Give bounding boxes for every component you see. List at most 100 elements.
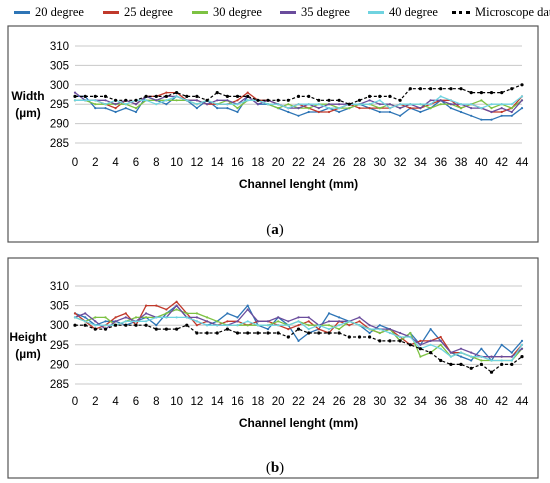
chart-a-point-35-degree-43 [510, 110, 513, 114]
chart-b-point-microscope-data-12 [195, 331, 199, 335]
chart-a-point-25-degree-28 [358, 107, 361, 110]
chart-a-point-microscope-data-35 [429, 87, 433, 91]
chart-a-point-microscope-data-15 [225, 94, 229, 98]
chart-b-point-40-degree-36 [439, 347, 442, 350]
chart-a-point-30-degree-6 [134, 107, 138, 110]
chart-a-x-tick-2: 2 [92, 157, 98, 169]
chart-b-point-25-degree-36 [439, 335, 442, 339]
chart-a-point-30-degree-27 [348, 107, 351, 110]
chart-a-point-microscope-data-20 [276, 98, 280, 102]
chart-a-point-40-degree-40 [480, 107, 483, 110]
chart-a-point-microscope-data-41 [489, 91, 494, 95]
chart-a-x-tick-30: 30 [373, 157, 386, 169]
chart-a-point-40-degree-8 [155, 103, 158, 106]
chart-a-point-30-degree-35 [429, 107, 432, 110]
chart-a-point-20-degree-41 [490, 118, 493, 121]
chart-a-x-tick-20: 20 [272, 157, 285, 169]
chart-a-point-40-degree-2 [94, 99, 97, 102]
chart-b-point-40-degree-31 [388, 331, 391, 335]
chart-b-point-40-degree-1 [84, 320, 87, 323]
chart-b-point-35-degree-31 [388, 328, 391, 331]
chart-a-y-tick-300: 300 [50, 80, 69, 92]
chart-b-point-30-degree-30 [378, 331, 381, 335]
chart-a-point-30-degree-21 [287, 103, 290, 106]
chart-b-point-40-degree-42 [500, 359, 503, 362]
chart-b-point-20-degree-16 [236, 316, 239, 319]
chart-b-point-35-degree-10 [175, 304, 178, 307]
chart-a-point-30-degree-2 [94, 103, 97, 106]
chart-b-point-35-degree-43 [510, 355, 513, 358]
legend-label-20-degree: 20 degree [35, 4, 84, 19]
chart-b-y-tick-305: 305 [50, 301, 69, 313]
chart-a-point-40-degree-26 [338, 107, 341, 110]
chart-a-point-microscope-data-10 [175, 91, 179, 95]
chart-b-point-30-degree-34 [419, 355, 422, 358]
chart-a-point-40-degree-36 [439, 95, 442, 98]
chart-b-y-axis-title-0: Height [9, 330, 46, 344]
chart-b-point-microscope-data-5 [124, 323, 128, 327]
chart-a-point-40-degree-20 [277, 103, 280, 106]
chart-a-point-microscope-data-38 [459, 87, 463, 91]
legend-swatch-30-degree [192, 10, 208, 14]
chart-b-point-40-degree-33 [409, 335, 412, 339]
chart-b-point-35-degree-29 [368, 324, 371, 327]
chart-b-point-microscope-data-19 [266, 331, 270, 335]
chart-b-point-30-degree-9 [165, 312, 168, 315]
chart-b-point-40-degree-13 [206, 324, 209, 327]
chart-a-point-microscope-data-25 [327, 98, 331, 102]
chart-b-point-microscope-data-18 [256, 331, 260, 335]
chart-b-point-40-degree-16 [236, 324, 239, 327]
chart-a-point-35-degree-26 [338, 103, 341, 106]
chart-a-point-microscope-data-31 [388, 94, 392, 98]
chart-b-point-25-degree-34 [419, 339, 422, 342]
chart-a-x-tick-6: 6 [133, 157, 139, 169]
chart-a-point-microscope-data-30 [378, 94, 382, 98]
chart-b-point-35-degree-38 [459, 347, 463, 350]
chart-b-point-25-degree-8 [155, 304, 158, 307]
chart-b-point-35-degree-36 [439, 339, 442, 342]
chart-b-point-30-degree-2 [94, 316, 97, 319]
chart-a-point-35-degree-34 [419, 107, 422, 110]
chart-a-point-40-degree-3 [104, 103, 107, 106]
chart-b-x-tick-38: 38 [455, 396, 468, 408]
chart-b-point-40-degree-27 [348, 320, 351, 323]
chart-a-point-30-degree-20 [277, 107, 280, 110]
chart-b-point-40-degree-20 [277, 324, 280, 327]
chart-b-point-40-degree-18 [256, 324, 259, 327]
chart-a-x-tick-8: 8 [153, 157, 159, 169]
chart-a-point-40-degree-28 [358, 103, 361, 106]
chart-b-point-microscope-data-0 [73, 323, 77, 327]
chart-a-point-40-degree-42 [500, 103, 503, 106]
chart-b-point-40-degree-35 [429, 343, 432, 346]
chart-b-point-30-degree-25 [327, 324, 331, 327]
chart-a-point-microscope-data-36 [439, 87, 443, 91]
chart-b-y-axis-title-1: (µm) [15, 347, 41, 361]
chart-b-point-20-degree-40 [480, 347, 483, 350]
chart-a-x-tick-12: 12 [191, 157, 204, 169]
chart-a-point-35-degree-4 [114, 103, 117, 106]
chart-a-point-35-degree-8 [155, 99, 158, 102]
chart-b-point-35-degree-4 [114, 320, 117, 323]
chart-b-point-40-degree-44 [520, 343, 524, 346]
chart-a-point-40-degree-32 [399, 103, 402, 106]
chart-a-point-30-degree-23 [307, 107, 310, 110]
chart-a-point-microscope-data-19 [266, 98, 270, 102]
chart-b-point-microscope-data-35 [429, 351, 433, 355]
chart-a-point-25-degree-4 [114, 107, 117, 110]
chart-b-point-35-degree-42 [500, 355, 503, 358]
chart-a-point-40-degree-38 [459, 103, 463, 106]
chart-a-point-20-degree-38 [459, 110, 463, 114]
chart-a-point-40-degree-10 [175, 95, 178, 98]
chart-b-x-tick-36: 36 [434, 396, 447, 408]
chart-a-point-35-degree-24 [317, 107, 320, 110]
chart-b-point-35-degree-28 [358, 316, 361, 319]
chart-b-point-35-degree-37 [449, 351, 452, 354]
chart-a-x-tick-44: 44 [516, 157, 529, 169]
chart-b-x-tick-32: 32 [394, 396, 407, 408]
chart-b-point-microscope-data-30 [378, 339, 382, 343]
chart-a-point-20-degree-42 [500, 114, 503, 117]
chart-a-point-microscope-data-0 [73, 94, 77, 98]
chart-a-point-30-degree-43 [510, 107, 513, 110]
chart-a-point-microscope-data-16 [235, 94, 240, 98]
